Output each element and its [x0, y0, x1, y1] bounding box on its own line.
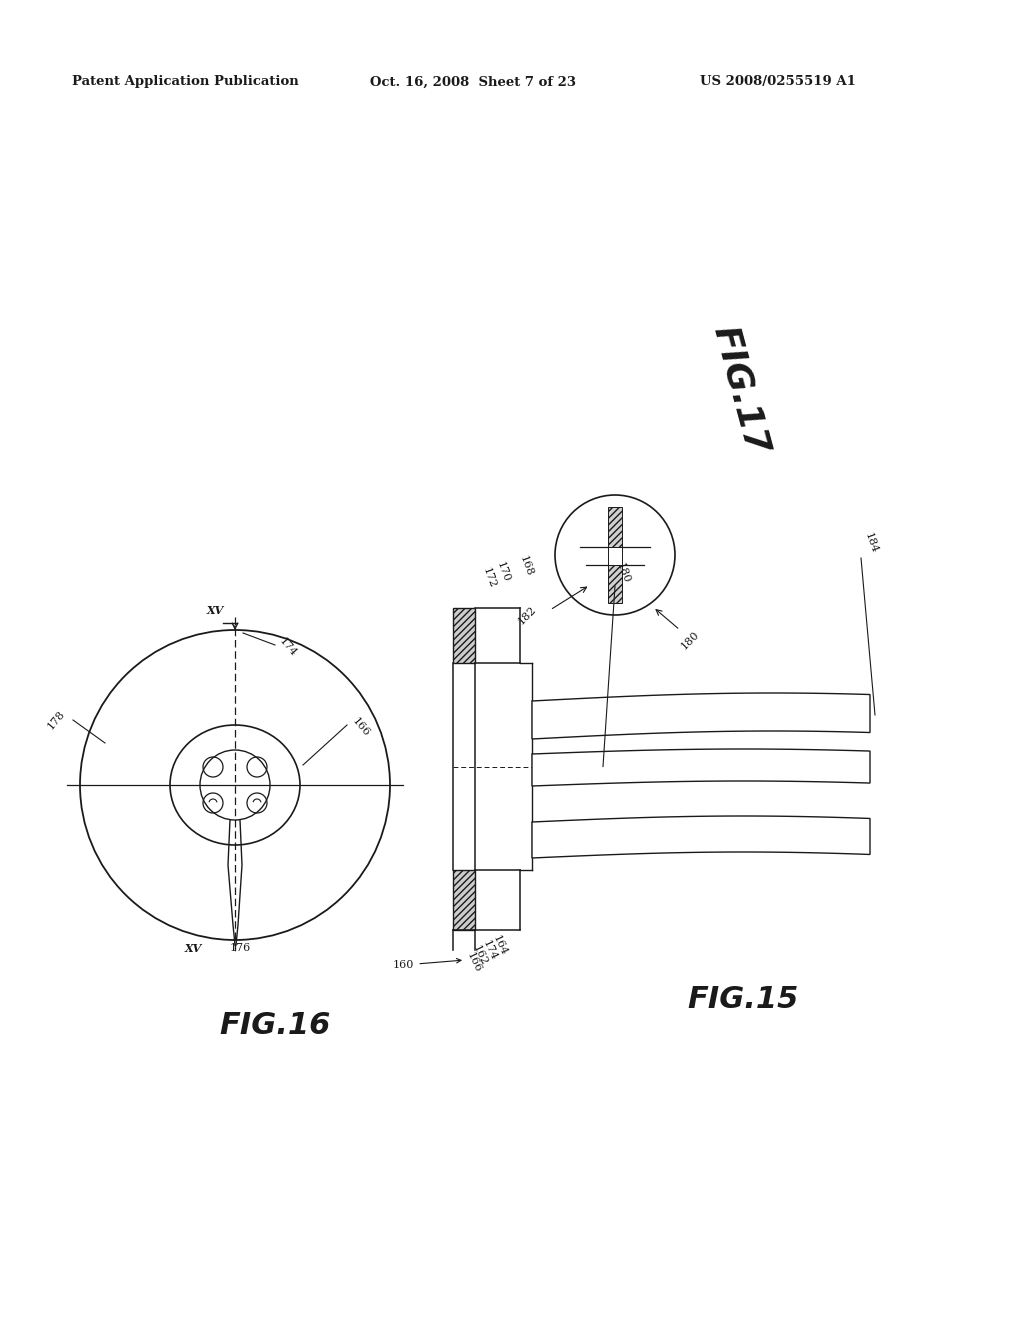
Text: 176: 176: [230, 942, 251, 953]
Text: 180: 180: [615, 561, 632, 585]
Polygon shape: [608, 565, 622, 603]
Text: 182: 182: [516, 605, 538, 626]
Text: 164: 164: [490, 933, 509, 957]
Polygon shape: [608, 507, 622, 546]
Text: 180: 180: [679, 628, 701, 651]
Text: 170: 170: [495, 561, 512, 583]
Text: 166: 166: [350, 715, 372, 738]
Text: 184: 184: [863, 532, 880, 554]
Text: FIG.15: FIG.15: [687, 986, 799, 1015]
Text: 178: 178: [46, 709, 67, 731]
Text: 160: 160: [393, 958, 461, 970]
Polygon shape: [453, 609, 475, 663]
Text: FIG.17: FIG.17: [707, 322, 773, 458]
Text: XV: XV: [184, 942, 202, 953]
Text: 168: 168: [518, 554, 535, 578]
Text: Patent Application Publication: Patent Application Publication: [72, 75, 299, 88]
Polygon shape: [453, 870, 475, 931]
Text: 172: 172: [481, 566, 498, 590]
Polygon shape: [532, 816, 870, 858]
Text: Oct. 16, 2008  Sheet 7 of 23: Oct. 16, 2008 Sheet 7 of 23: [370, 75, 575, 88]
Text: 174: 174: [481, 939, 499, 962]
Text: 166: 166: [465, 950, 483, 974]
Text: US 2008/0255519 A1: US 2008/0255519 A1: [700, 75, 856, 88]
Text: 174: 174: [278, 636, 298, 659]
Text: XV: XV: [207, 606, 223, 616]
Polygon shape: [532, 748, 870, 785]
Text: 162: 162: [471, 944, 489, 968]
Polygon shape: [532, 693, 870, 739]
Text: FIG.16: FIG.16: [219, 1011, 331, 1040]
